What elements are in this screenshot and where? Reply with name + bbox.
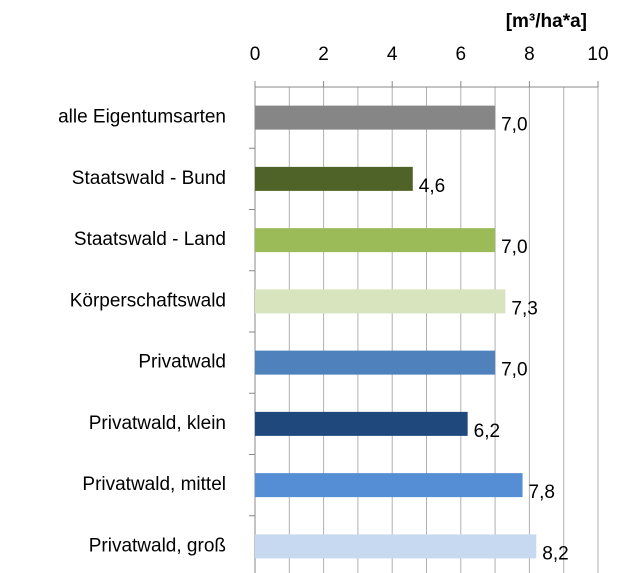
x-tick-label: 8	[524, 44, 535, 65]
y-tick-label: Staatswald - Bund	[72, 168, 226, 189]
x-tick-label: 4	[387, 44, 398, 65]
bar	[255, 289, 506, 314]
y-tick-label: alle Eigentumsarten	[58, 107, 226, 128]
value-label: 7,0	[501, 360, 527, 381]
y-tick-label: Staatswald - Land	[74, 229, 226, 250]
y-tick-label: Privatwald, groß	[89, 535, 226, 556]
bar	[255, 105, 496, 130]
value-label: 7,0	[501, 115, 527, 136]
bar	[255, 534, 537, 559]
y-tick-label: Privatwald, mittel	[82, 474, 226, 495]
value-label: 7,8	[529, 482, 555, 503]
bar	[255, 350, 496, 375]
bar	[255, 411, 468, 436]
x-tick-label: 10	[587, 44, 608, 65]
y-tick-label: Privatwald, klein	[89, 413, 226, 434]
value-label: 8,2	[542, 543, 568, 564]
unit-label: [m³/ha*a]	[506, 11, 587, 32]
bar	[255, 228, 496, 253]
x-tick-label: 2	[318, 44, 329, 65]
x-tick-label: 0	[250, 44, 261, 65]
value-label: 6,2	[474, 421, 500, 442]
y-tick-label: Privatwald	[138, 352, 226, 373]
value-label: 4,6	[419, 176, 445, 197]
value-label: 7,0	[501, 237, 527, 258]
y-tick-label: Körperschaftswald	[70, 290, 226, 311]
bar	[255, 166, 413, 191]
value-label: 7,3	[511, 298, 537, 319]
bar	[255, 473, 523, 498]
x-tick-label: 6	[456, 44, 467, 65]
